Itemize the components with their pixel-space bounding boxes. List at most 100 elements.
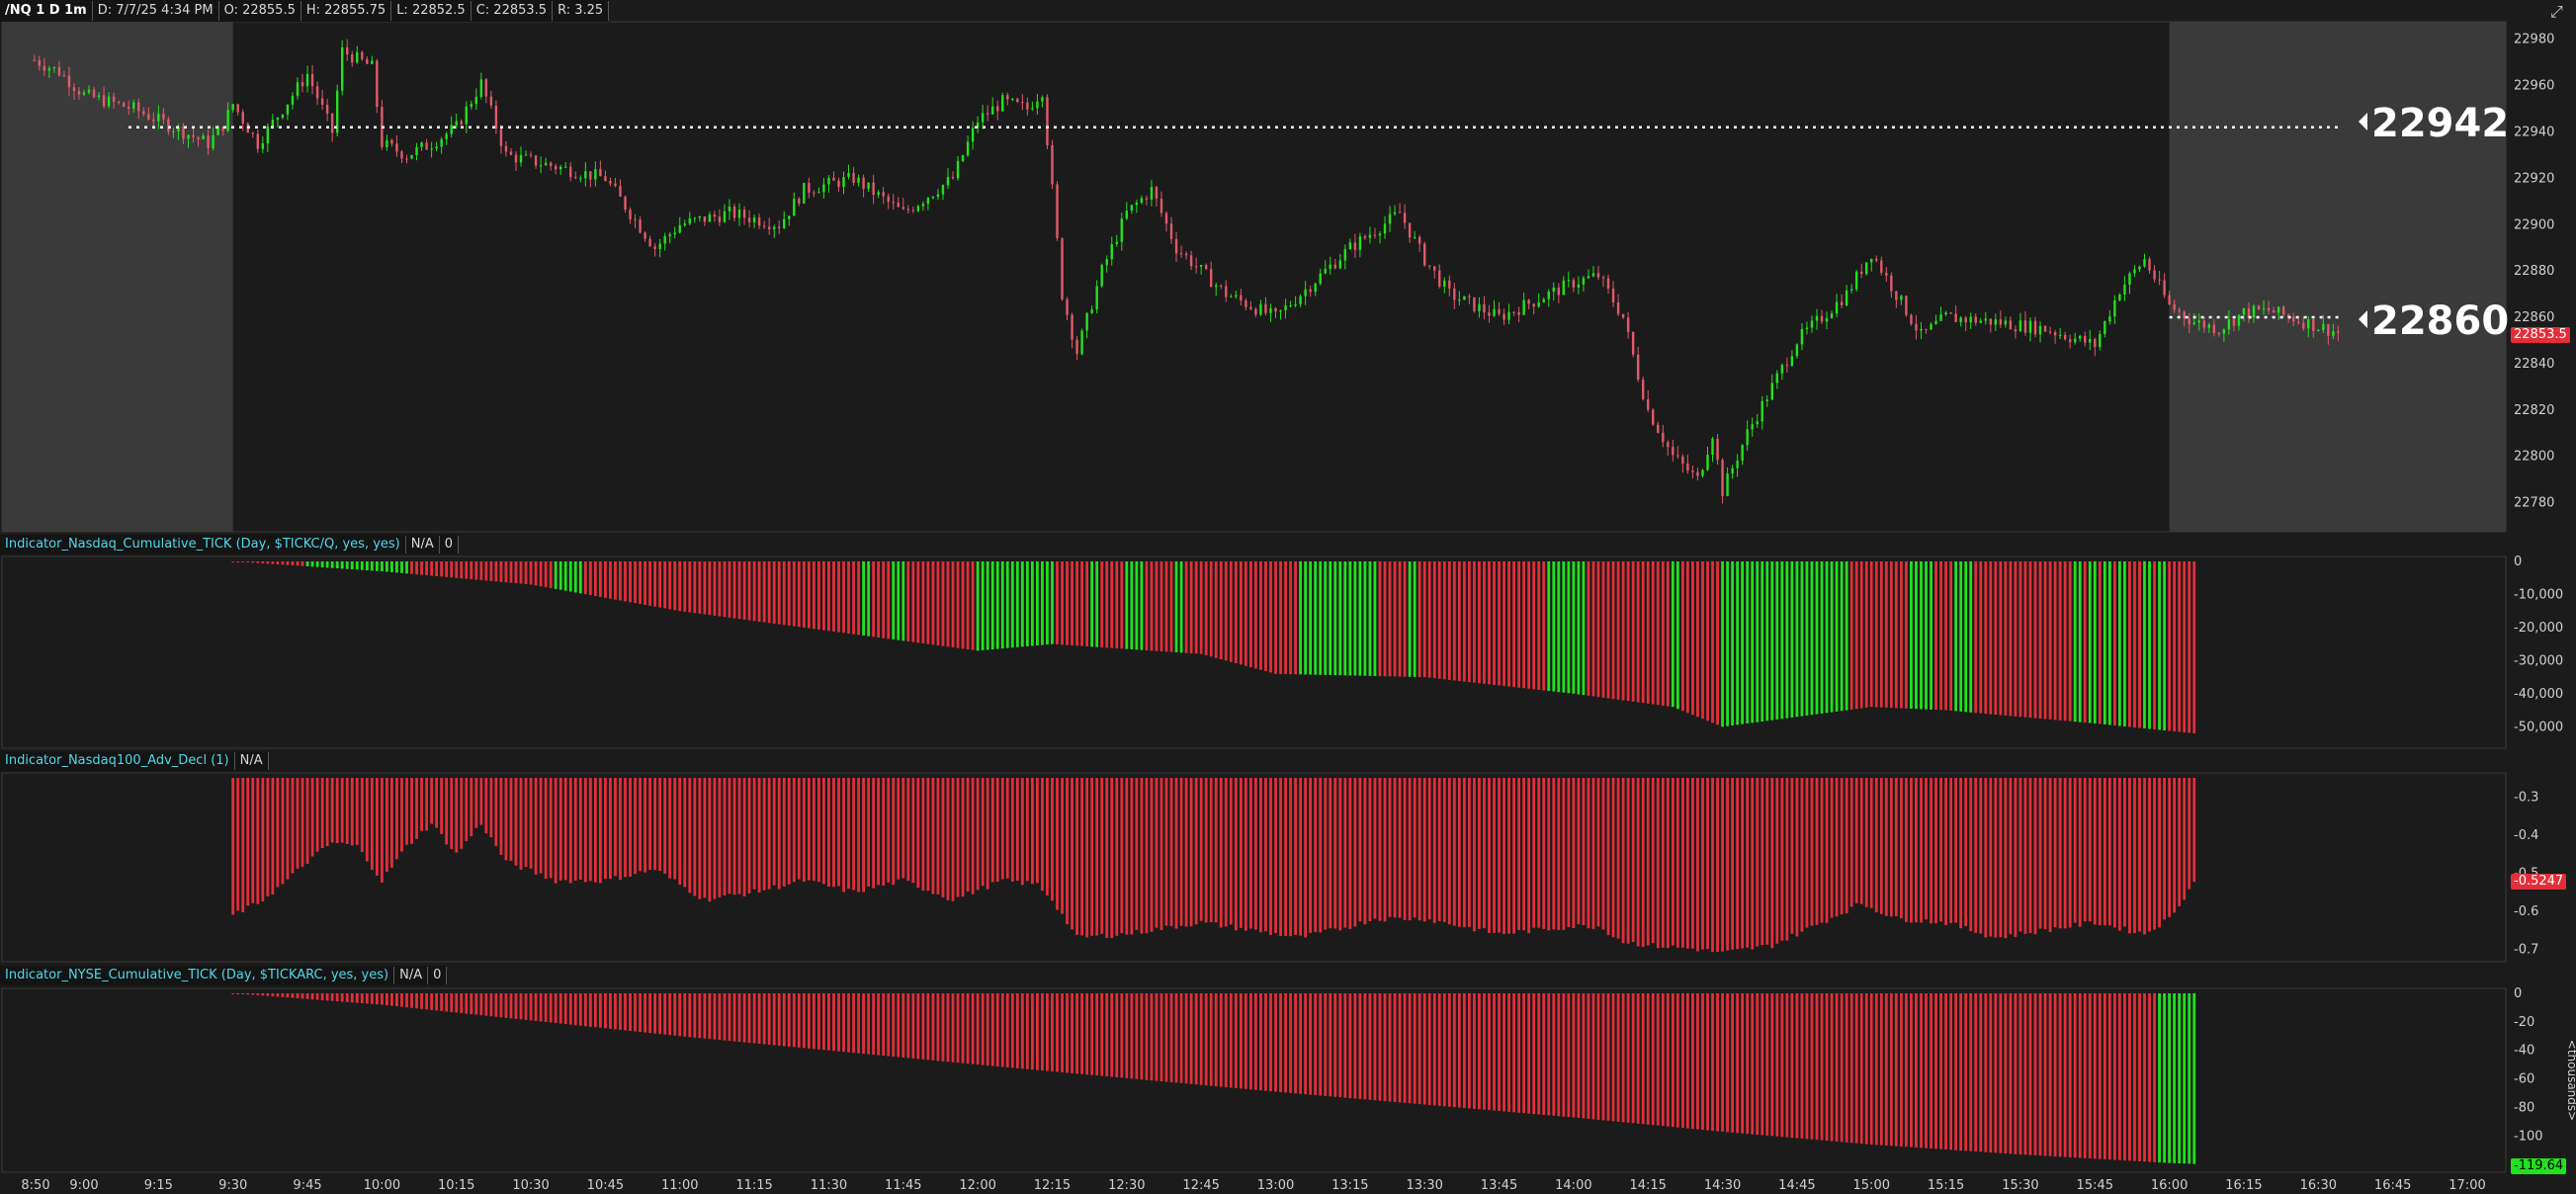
candle-body — [1189, 255, 1193, 267]
ind1-bar — [1864, 561, 1868, 708]
candle-body — [732, 206, 736, 218]
ind3-bar — [1503, 993, 1505, 1112]
ind3-bar — [1636, 993, 1640, 1124]
ind1-bar — [1884, 561, 1888, 708]
candle-body — [1577, 284, 1581, 288]
time-tick-label: 13:45 — [1481, 1178, 1517, 1193]
ind2-bar — [1000, 778, 1004, 880]
ind1-bar — [1015, 561, 1019, 647]
candle-body — [604, 176, 607, 182]
ind1-bar — [484, 561, 488, 581]
ind2-bar — [1005, 778, 1009, 879]
ind3-bar — [1596, 993, 1600, 1120]
ind1-bar — [1488, 561, 1491, 685]
time-tick-label: 14:00 — [1555, 1178, 1591, 1193]
expand-icon[interactable]: ⤢ — [2550, 2, 2563, 21]
ind1-bar — [1775, 561, 1779, 720]
price-tick-label: 22860 — [2514, 310, 2554, 325]
ind1-bar — [1512, 561, 1515, 688]
candle-body — [1433, 266, 1436, 271]
ind2-bar — [1462, 778, 1466, 928]
ind1-bar — [921, 561, 925, 643]
ind3-bar — [266, 993, 270, 996]
candle-body — [1235, 295, 1238, 298]
ind3-bar — [1140, 993, 1144, 1080]
ind3-bar — [588, 993, 592, 1027]
candle-body — [137, 102, 140, 112]
candle-body — [1865, 262, 1868, 275]
candle-body — [822, 184, 825, 193]
ind1-bar — [360, 561, 364, 570]
candle-body — [803, 183, 806, 204]
candle-body — [1686, 463, 1689, 471]
candle-body — [291, 95, 295, 105]
indicator3-name[interactable]: Indicator_NYSE_Cumulative_TICK (Day, $TI… — [0, 967, 395, 984]
indicator1-name[interactable]: Indicator_Nasdaq_Cumulative_TICK (Day, $… — [0, 536, 406, 554]
ind1-bar — [1840, 561, 1844, 712]
ind1-bar — [2048, 561, 2052, 720]
time-tick-label: 11:15 — [735, 1178, 772, 1193]
candle-body — [38, 59, 41, 66]
ind3-bar — [305, 993, 309, 999]
ind3-bar — [573, 993, 577, 1026]
ind2-bar — [2143, 778, 2146, 935]
candle-body — [2014, 329, 2018, 332]
candle-body — [1289, 305, 1292, 307]
candle-body — [2317, 329, 2320, 331]
ind2-bar — [673, 778, 677, 880]
candle-body — [752, 217, 756, 222]
symbol-label[interactable]: /NQ 1 D 1m — [0, 1, 93, 21]
ind3-bar — [827, 993, 830, 1051]
ind2-bar — [752, 778, 756, 890]
ind1-bar — [1925, 561, 1928, 710]
candle-body — [1036, 101, 1039, 109]
ind2-bar — [1805, 778, 1809, 928]
candle-body — [589, 171, 592, 180]
candle-body — [1751, 424, 1754, 430]
ind3-bar — [867, 993, 871, 1055]
candle-body — [718, 216, 722, 222]
high-label: H: 22855.75 — [301, 1, 392, 21]
candle-body — [599, 169, 602, 177]
ind1-bar — [1790, 561, 1794, 718]
ind2-bar — [1333, 778, 1337, 929]
ind3-bar — [325, 993, 329, 1001]
ind3-bar — [1164, 993, 1168, 1082]
indicator2-name[interactable]: Indicator_Nasdaq100_Adv_Decl (1) — [0, 752, 235, 770]
candle-body — [236, 104, 239, 113]
ind1-bar — [1934, 561, 1937, 711]
ind2-bar — [877, 778, 881, 886]
candle-body — [1174, 238, 1178, 254]
ind3-bar — [1358, 993, 1362, 1099]
ind2-bar — [420, 778, 423, 831]
candle-body — [693, 217, 697, 219]
ind1-bar — [767, 561, 771, 624]
ind3-bar — [435, 993, 439, 1011]
candle-body — [1090, 309, 1093, 313]
ind2-bar — [266, 778, 270, 896]
candle-body — [420, 142, 423, 147]
ind1-bar — [1661, 561, 1665, 706]
ind3-bar — [1979, 993, 1983, 1152]
ind1-bar — [320, 561, 324, 568]
ind1-bar — [1959, 561, 1963, 712]
ind2-bar — [1174, 778, 1178, 929]
ind3-bar — [2098, 993, 2102, 1159]
ind1-bar — [534, 561, 538, 586]
ind1-bar — [1299, 561, 1303, 675]
ind1-bar — [961, 561, 965, 649]
ind2-bar — [534, 778, 538, 875]
ind3-bar — [1010, 993, 1014, 1068]
ind3-bar — [1989, 993, 1993, 1152]
ind3-bar — [1507, 993, 1510, 1112]
candle-body — [1636, 354, 1640, 381]
ind1-bar — [1244, 561, 1247, 666]
candle-body — [1969, 316, 1972, 323]
ind1-bar — [772, 561, 776, 624]
close-label: C: 22853.5 — [472, 1, 554, 21]
candle-body — [837, 180, 840, 188]
ind1-bar — [931, 561, 935, 645]
ind1-bar — [1845, 561, 1848, 711]
panel-2-bg — [1, 772, 2507, 963]
